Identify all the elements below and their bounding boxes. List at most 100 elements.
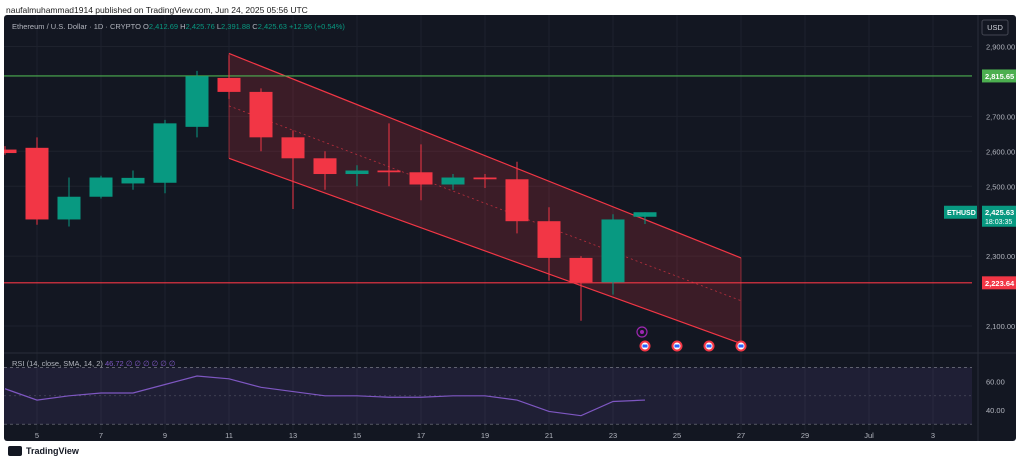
channel-lower-line bbox=[228, 157, 742, 345]
candle-body bbox=[57, 196, 81, 220]
y-tick-label: 2,700.00 bbox=[986, 112, 1015, 121]
rsi-y-tick-label: 60.00 bbox=[986, 378, 1005, 387]
tradingview-logo-icon bbox=[8, 446, 22, 456]
x-tick-label: 27 bbox=[737, 431, 745, 440]
candle bbox=[249, 88, 273, 152]
candle bbox=[473, 174, 497, 188]
currency-badge bbox=[981, 19, 1009, 36]
candle bbox=[25, 137, 49, 225]
candle bbox=[537, 207, 561, 281]
event-flag-stripe bbox=[738, 344, 744, 348]
candle-body bbox=[217, 77, 241, 92]
level-price-badge bbox=[982, 276, 1016, 290]
candle-body bbox=[505, 179, 529, 222]
rsi-y-tick-label: 40.00 bbox=[986, 406, 1005, 415]
channel-midline bbox=[228, 105, 742, 302]
candle bbox=[4, 146, 17, 155]
y-tick-label: 2,100.00 bbox=[986, 322, 1015, 331]
candle-body bbox=[249, 91, 273, 138]
candle bbox=[569, 256, 593, 321]
candle-body bbox=[153, 123, 177, 183]
event-flag-stripe bbox=[642, 344, 648, 348]
candle bbox=[121, 170, 145, 190]
x-tick-label: Jul bbox=[864, 431, 874, 440]
candle bbox=[313, 151, 337, 190]
x-tick-label: 13 bbox=[289, 431, 297, 440]
rsi-legend-value: RSI (14, close, SMA, 14, 2) bbox=[12, 359, 105, 368]
legend-value: 2,412.69 bbox=[149, 22, 180, 31]
candle-body bbox=[89, 177, 113, 197]
candlestick-chart[interactable]: Ethereum / U.S. Dollar · 1D · CRYPTO O2,… bbox=[4, 15, 1016, 441]
x-tick-label: 5 bbox=[35, 431, 39, 440]
x-tick-label: 29 bbox=[801, 431, 809, 440]
event-flag-stripe bbox=[706, 344, 712, 348]
candle-body bbox=[601, 219, 625, 283]
y-tick-label: 2,500.00 bbox=[986, 182, 1015, 191]
candle bbox=[345, 165, 369, 187]
candle-body bbox=[345, 170, 369, 175]
publisher-line: naufalmuhammad1914 published on TradingV… bbox=[6, 5, 308, 15]
legend-value: 2,391.88 bbox=[221, 22, 252, 31]
candle bbox=[281, 130, 305, 209]
brand-label: TradingView bbox=[26, 446, 79, 456]
rsi-legend-value: 46.72 bbox=[105, 359, 126, 368]
legend-value: L bbox=[217, 22, 221, 31]
candle bbox=[89, 175, 113, 199]
legend-value: O bbox=[143, 22, 149, 31]
x-tick-label: 11 bbox=[225, 431, 233, 440]
candle bbox=[57, 177, 81, 227]
currency-label: USD bbox=[987, 23, 1003, 32]
candle-body bbox=[313, 158, 337, 175]
candle bbox=[633, 212, 657, 225]
dividends-marker-icon bbox=[636, 326, 648, 338]
candle bbox=[409, 144, 433, 201]
x-tick-label: 19 bbox=[481, 431, 489, 440]
y-tick-label: 2,600.00 bbox=[986, 147, 1015, 156]
grid bbox=[4, 15, 972, 430]
x-tick-label: 3 bbox=[931, 431, 935, 440]
last-price-label: 2,425.63 bbox=[985, 208, 1014, 217]
candle-body bbox=[569, 257, 593, 283]
y-tick-label: 2,300.00 bbox=[986, 252, 1015, 261]
footer-brand: TradingView bbox=[8, 444, 79, 458]
event-flag-stripe bbox=[674, 344, 680, 348]
candle bbox=[185, 70, 209, 138]
candle-body bbox=[185, 76, 209, 127]
candle-body bbox=[281, 137, 305, 159]
x-tick-label: 9 bbox=[163, 431, 167, 440]
legend-value: H bbox=[180, 22, 185, 31]
candle bbox=[153, 119, 177, 194]
x-tick-label: 15 bbox=[353, 431, 361, 440]
level-price-label: 2,223.64 bbox=[985, 279, 1015, 288]
x-tick-label: 7 bbox=[99, 431, 103, 440]
level-price-label: 2,815.65 bbox=[985, 72, 1014, 81]
symbol-badge-label: ETHUSD bbox=[947, 210, 976, 217]
candle-body bbox=[25, 147, 49, 220]
legend-value: 2,425.63 bbox=[258, 22, 289, 31]
x-tick-label: 21 bbox=[545, 431, 553, 440]
rsi-legend-value: ∅ ∅ ∅ ∅ ∅ ∅ bbox=[126, 359, 176, 368]
y-tick-label: 2,900.00 bbox=[986, 42, 1015, 51]
candle-body bbox=[473, 177, 497, 180]
chart-panel: Ethereum / U.S. Dollar · 1D · CRYPTO O2,… bbox=[4, 15, 1016, 441]
candle-body bbox=[377, 170, 401, 173]
level-price-badge bbox=[982, 69, 1016, 83]
dividends-marker-dot bbox=[640, 330, 644, 334]
candle bbox=[601, 214, 625, 295]
candle-body bbox=[4, 149, 17, 154]
candle-body bbox=[409, 172, 433, 185]
symbol-legend: Ethereum / U.S. Dollar · 1D · CRYPTO O2,… bbox=[12, 22, 345, 31]
legend-value: +12.96 (+0.54%) bbox=[289, 22, 345, 31]
rsi-line bbox=[4, 375, 646, 417]
rsi-legend: RSI (14, close, SMA, 14, 2) 46.72 ∅ ∅ ∅ … bbox=[12, 359, 176, 368]
legend-value: C bbox=[252, 22, 258, 31]
legend-value: Ethereum / U.S. Dollar · 1D · CRYPTO bbox=[12, 22, 143, 31]
candle-body bbox=[633, 212, 657, 217]
last-price-badge bbox=[982, 205, 1016, 227]
x-tick-label: 25 bbox=[673, 431, 681, 440]
candle-body bbox=[537, 221, 561, 258]
legend-value: 2,425.76 bbox=[186, 22, 217, 31]
candle bbox=[217, 55, 241, 99]
symbol-badge bbox=[944, 205, 977, 219]
